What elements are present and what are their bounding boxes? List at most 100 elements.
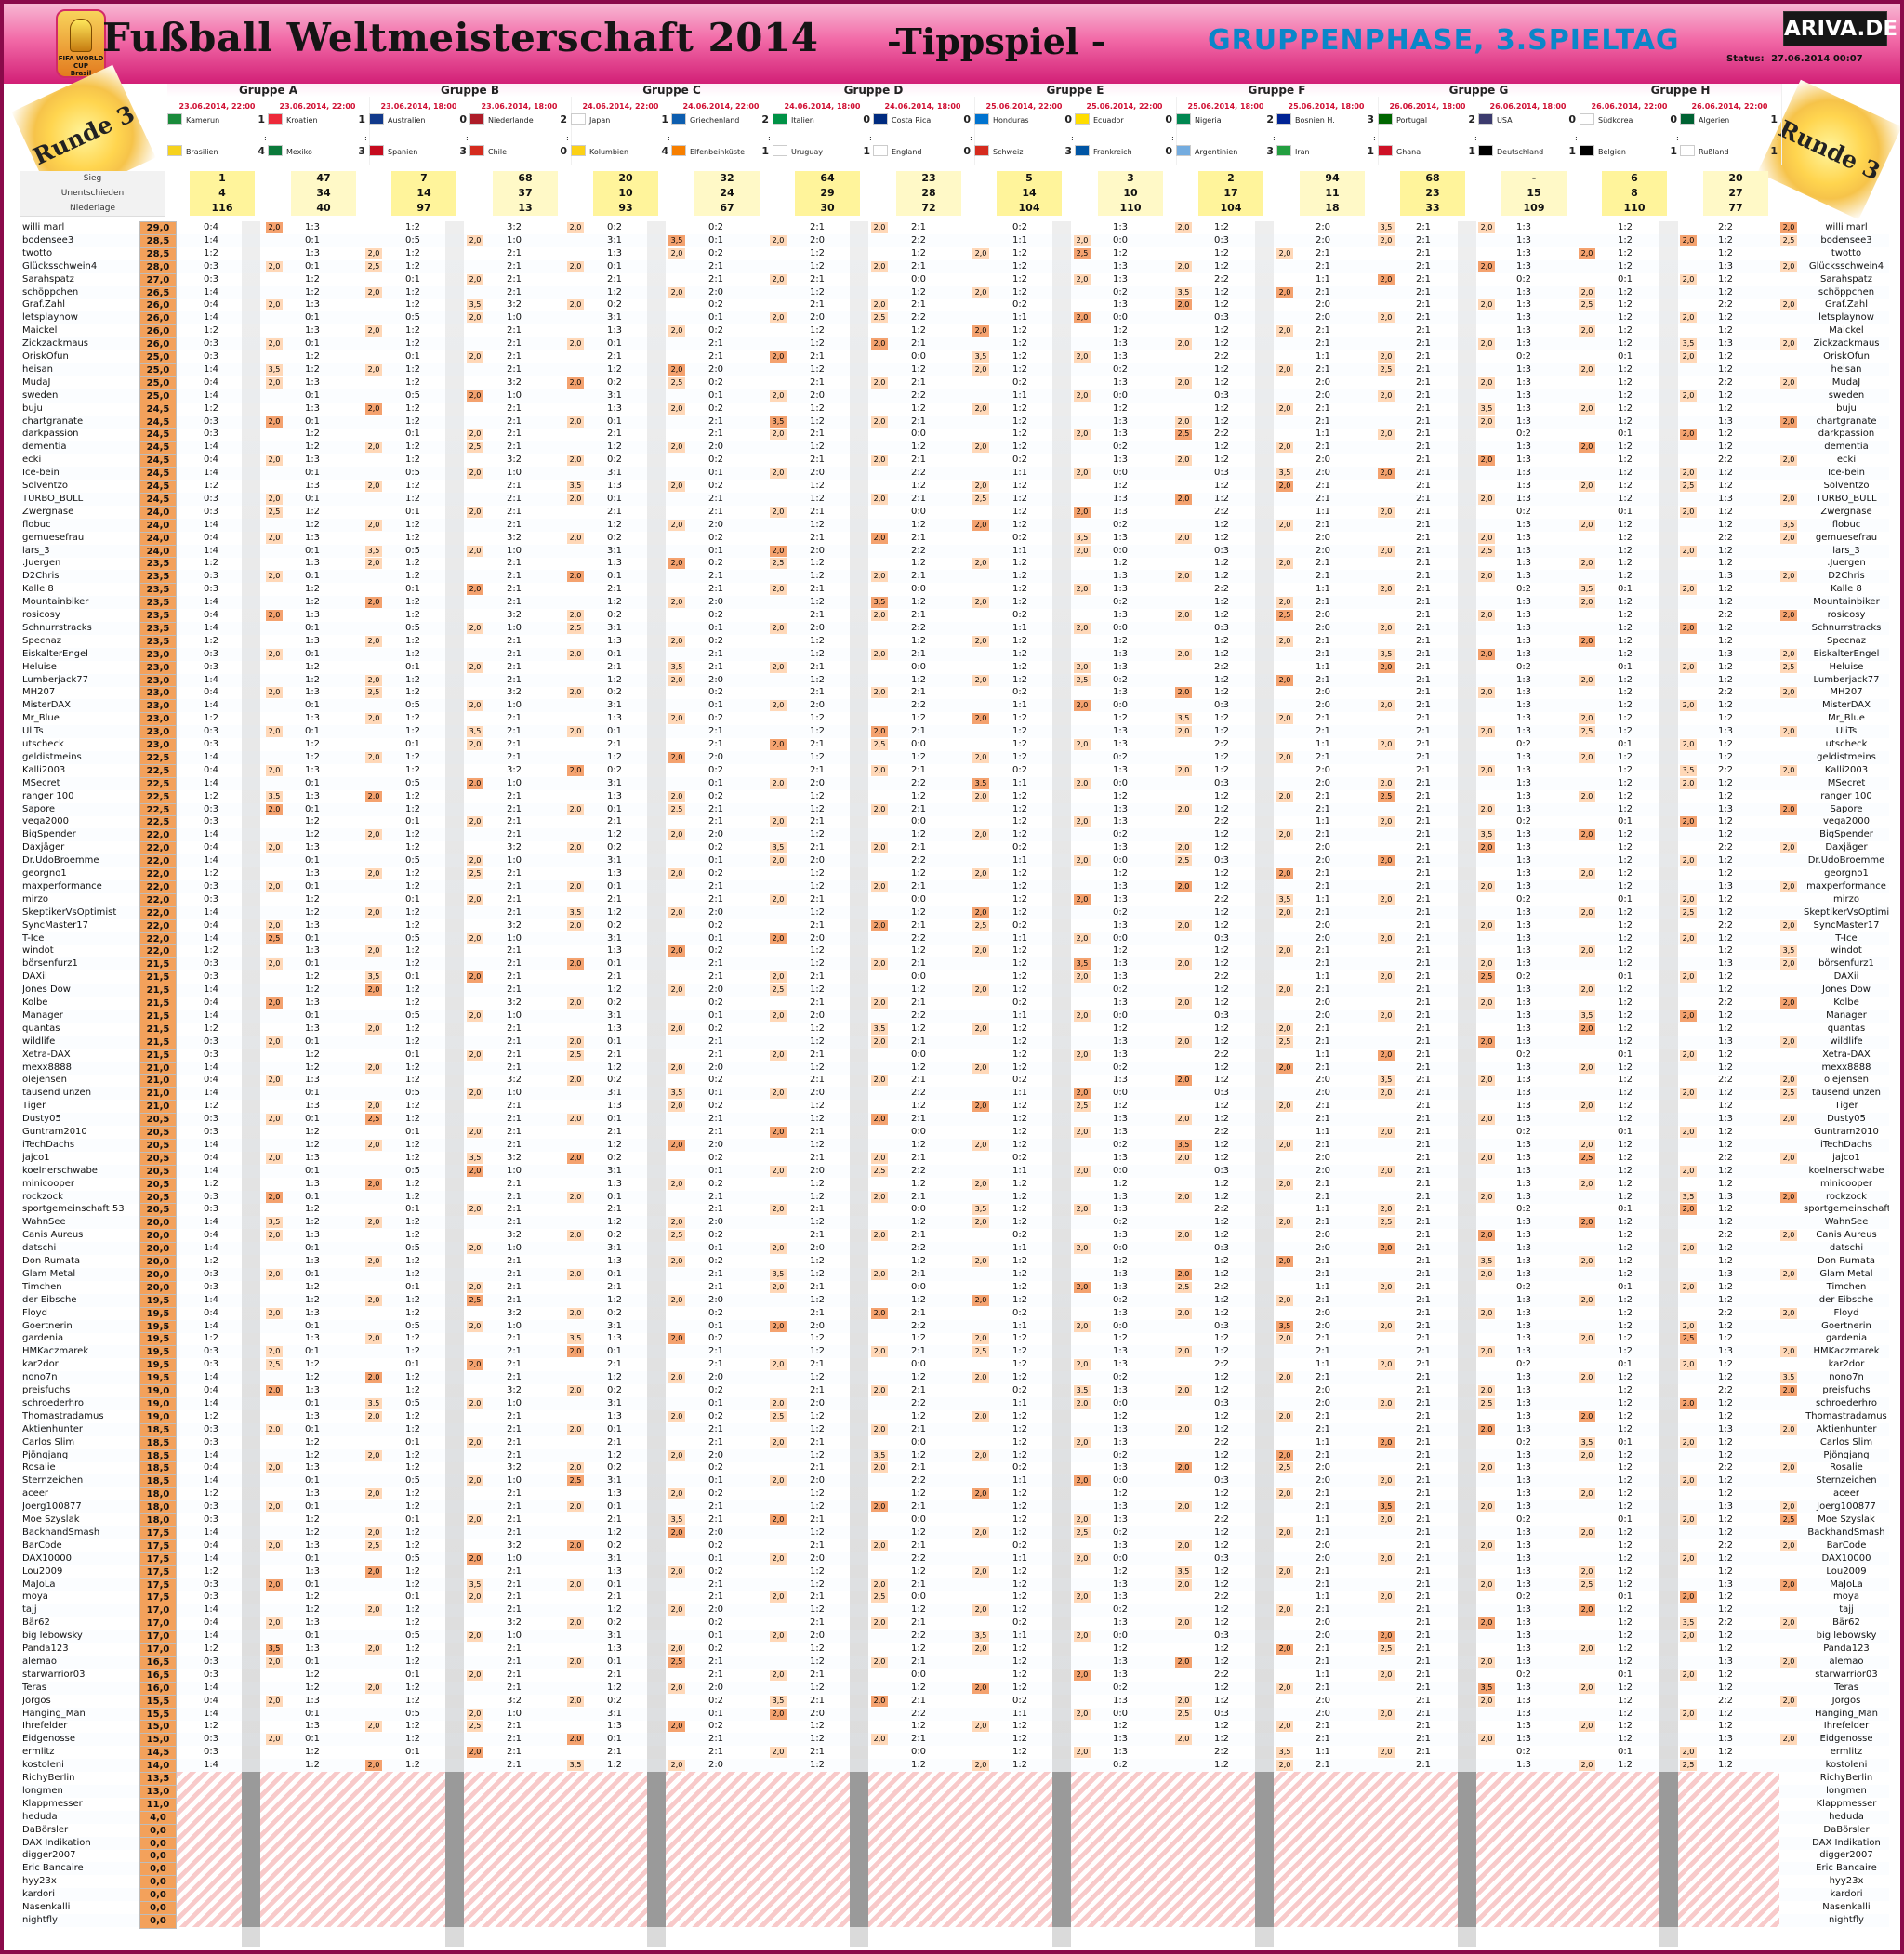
- tip-cell: 1:3: [1515, 984, 1532, 996]
- tip-bonus: 2,0: [871, 1462, 888, 1474]
- tip-cell: 2:0: [1315, 1397, 1331, 1408]
- tip-cell: 2:1: [707, 648, 724, 659]
- participant-name-right: Klappmesser: [1816, 1798, 1877, 1809]
- tip-bonus: 2,0: [1680, 971, 1697, 984]
- tip-cell: 1:2: [1012, 247, 1028, 258]
- tip-cell: 1:2: [910, 1682, 927, 1693]
- tip-cell: 1:3: [1112, 532, 1129, 543]
- tip-bonus: 2,0: [668, 674, 685, 686]
- tip-cell: 1:2: [809, 945, 826, 957]
- tip-bonus: 2,0: [1175, 1036, 1192, 1048]
- tip-cell: 2:0: [1315, 532, 1331, 543]
- tip-cell: 1:2: [809, 481, 826, 491]
- tip-cell: 2:1: [506, 1372, 522, 1383]
- tip-cell: 0:1: [707, 1010, 724, 1021]
- tip-cell: 1:2: [1617, 932, 1633, 944]
- tip-cell: 2:1: [809, 1669, 826, 1680]
- table-row: mexx8888 21,0 mexx8888 1:4 1:2 2,0 1:2 2:1 1:2 2,…: [20, 1061, 1889, 1076]
- tip-cell: 1:2: [1617, 1062, 1633, 1073]
- tip-cell: 1:2: [1213, 1734, 1230, 1745]
- tip-cell: 1:2: [910, 247, 927, 258]
- tip-cell: 1:2: [809, 1656, 826, 1667]
- tip-cell: 0:5: [404, 1397, 421, 1408]
- tip-bonus: 2,0: [770, 700, 787, 712]
- table-row: hyy23x 0,0 hyy23x: [20, 1875, 1889, 1891]
- tip-cell: 1:2: [304, 363, 321, 375]
- participant-name-right: UliTs: [1835, 726, 1858, 737]
- tip-bonus: 3,5: [365, 971, 382, 984]
- tip-cell: 1:2: [404, 764, 421, 775]
- tip-cell: 2:2: [910, 468, 927, 479]
- tip-cell: 2:1: [506, 519, 522, 530]
- tip-cell: 1:2: [404, 338, 421, 350]
- tip-bonus: 2,0: [1478, 299, 1495, 311]
- tip-cell: 1:3: [1717, 416, 1734, 427]
- tip-cell: 2:1: [1315, 829, 1331, 840]
- tip-bonus: 2,0: [972, 1217, 989, 1229]
- tip-cell: 1:4: [203, 468, 219, 479]
- tip-cell: 1:0: [506, 389, 522, 401]
- tip-cell: 1:3: [606, 1410, 623, 1421]
- brand-logo[interactable]: ARIVA.DE: [1783, 11, 1897, 46]
- tip-bonus: 2,0: [1074, 1591, 1091, 1604]
- tip-cell: 2:1: [1315, 1191, 1331, 1202]
- tip-bonus: 2,0: [1378, 273, 1395, 285]
- tip-cell: 0:3: [1213, 622, 1230, 633]
- tip-bonus: 2,5: [1780, 234, 1797, 246]
- tip-cell: 0:2: [1112, 1062, 1129, 1073]
- tip-bonus: 2,0: [467, 1010, 483, 1022]
- participant-name-right: BigSpender: [1819, 829, 1873, 840]
- header-banner: FIFA WORLD CUP Brasil Fußball Weltmeiste…: [4, 4, 1900, 84]
- tip-cell: 2:1: [506, 1760, 522, 1771]
- tip-bonus: 2,0: [1074, 1708, 1091, 1720]
- table-row: BackhandSmash 17,5 BackhandSmash 1:4 1:2 2,0 1…: [20, 1525, 1889, 1541]
- tip-cell: 1:2: [1012, 674, 1028, 685]
- tip-bonus: 2,0: [972, 1294, 989, 1306]
- tip-cell: 1:2: [404, 1721, 421, 1732]
- tip-bonus: 2,0: [1276, 868, 1293, 879]
- tip-cell: 1:2: [1213, 764, 1230, 775]
- tip-cell: 0:2: [606, 1307, 623, 1318]
- tip-cell: 1:2: [1617, 764, 1633, 775]
- tip-cell: 1:2: [404, 958, 421, 970]
- tip-cell: 1:0: [506, 855, 522, 866]
- table-row: sportgemeinschaft 53 20,5 sportgemeinschaf…: [20, 1203, 1889, 1219]
- tip-cell: 1:0: [506, 1475, 522, 1486]
- team-name: Chile: [488, 148, 508, 156]
- tip-cell: 1:2: [1717, 1475, 1734, 1486]
- tip-cell: 2:1: [1415, 1230, 1432, 1241]
- table-row: Dusty05 20,5 Dusty05 0:3 2,0 0:1 2,5 1:2 2:1 2,0 0…: [20, 1113, 1889, 1129]
- participant-name-right: koelnerschwabe: [1808, 1165, 1884, 1176]
- tip-bonus: 2,5: [1175, 429, 1192, 441]
- tip-cell: 1:2: [809, 790, 826, 801]
- tip-cell: 0:0: [1112, 1010, 1129, 1021]
- tip-bonus: 2,5: [266, 932, 283, 944]
- tip-cell: 1:3: [1112, 1669, 1129, 1680]
- tip-cell: 2:1: [809, 1152, 826, 1163]
- tip-cell: 1:4: [203, 389, 219, 401]
- tip-bonus: 2,0: [365, 868, 382, 879]
- tip-cell: 1:2: [1717, 506, 1734, 517]
- tip-bonus: 2,0: [1378, 1669, 1395, 1681]
- team-row: Bosnien H. 3: [1276, 113, 1376, 126]
- tip-cell: 1:2: [910, 1760, 927, 1771]
- tip-cell: 1:2: [1717, 1669, 1734, 1680]
- tip-bonus: 2,0: [871, 1501, 888, 1513]
- tip-cell: 2:1: [506, 739, 522, 749]
- tip-cell: 2:2: [1717, 1307, 1734, 1318]
- tip-cell: 0:2: [707, 610, 724, 620]
- tip-bonus: 2,0: [871, 1539, 888, 1551]
- participant-name: Sternzeichen: [22, 1475, 84, 1486]
- participant-name-right: bodensee3: [1820, 234, 1872, 245]
- tip-cell: 0:2: [707, 1023, 724, 1034]
- tip-cell: 0:2: [1112, 1294, 1129, 1305]
- tip-cell: 1:2: [1617, 1036, 1633, 1047]
- tip-cell: 2:0: [1315, 1152, 1331, 1163]
- participant-name-right: flobuc: [1831, 519, 1861, 530]
- tip-cell: 1:2: [404, 1385, 421, 1395]
- tip-cell: 2:1: [506, 363, 522, 375]
- tip-cell: 1:3: [304, 1565, 321, 1577]
- tip-cell: 1:2: [1012, 325, 1028, 337]
- tip-bonus: 2,0: [972, 442, 989, 454]
- participant-name: Ice-bein: [22, 468, 60, 479]
